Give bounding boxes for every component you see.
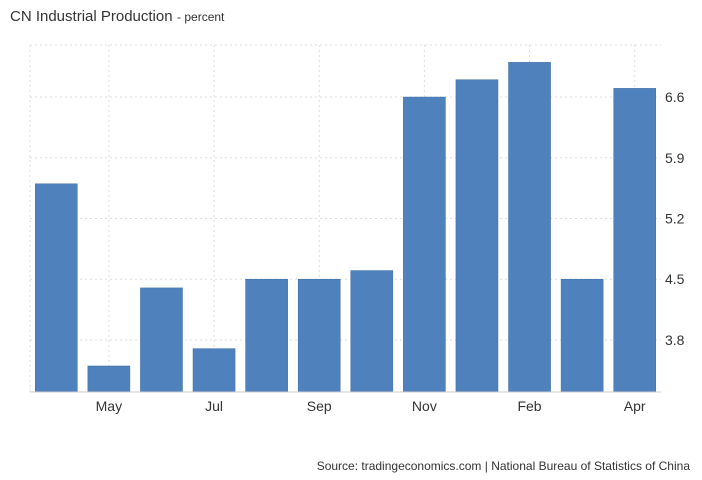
bar <box>88 366 130 392</box>
bar-chart: 3.8 4.5 5.2 5.9 6.6 May Jul Sep Nov Feb Apr <box>0 0 702 480</box>
y-tick-label: 5.2 <box>665 211 685 227</box>
y-tick-label: 5.9 <box>665 150 685 166</box>
bar <box>351 271 393 392</box>
y-tick-label: 3.8 <box>665 332 685 348</box>
source-note: Source: tradingeconomics.com | National … <box>317 459 690 473</box>
bar <box>403 97 445 392</box>
x-tick-label: Apr <box>624 398 646 414</box>
bar <box>614 88 656 392</box>
x-tick-label: Jul <box>205 398 223 414</box>
bar <box>561 279 603 392</box>
bar <box>193 349 235 392</box>
y-tick-label: 6.6 <box>665 89 685 105</box>
bar <box>140 288 182 392</box>
y-tick-label: 4.5 <box>665 271 685 287</box>
x-tick-label: May <box>96 398 122 414</box>
x-tick-label: Feb <box>517 398 541 414</box>
bar <box>456 80 498 392</box>
x-tick-label: Sep <box>307 398 332 414</box>
bar <box>246 279 288 392</box>
bar <box>35 184 77 392</box>
bar <box>298 279 340 392</box>
x-tick-label: Nov <box>412 398 437 414</box>
bar <box>509 62 551 392</box>
